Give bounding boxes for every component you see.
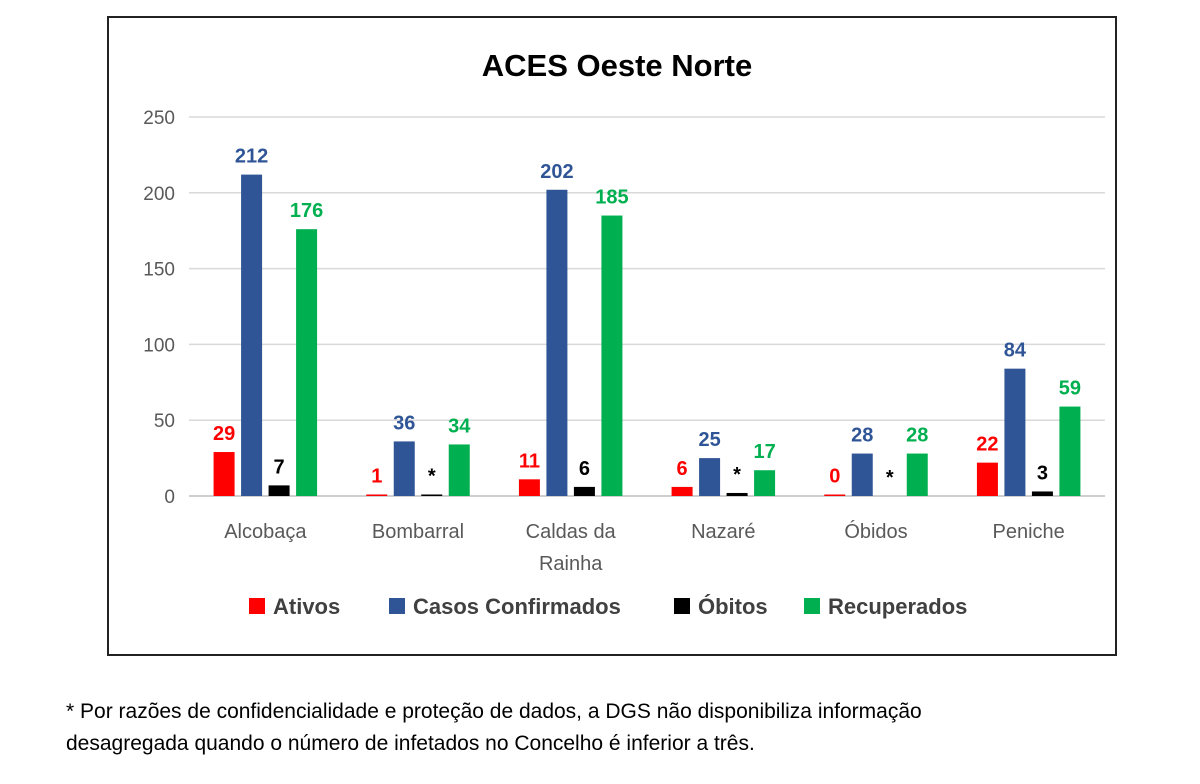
bar <box>518 479 540 496</box>
legend-swatch <box>674 598 690 614</box>
bar <box>241 174 263 496</box>
data-label: * <box>428 465 436 487</box>
legend-label: Óbitos <box>698 594 768 619</box>
bar <box>699 458 721 496</box>
data-label: 176 <box>290 200 323 222</box>
bar <box>546 189 568 496</box>
data-label: 1 <box>371 465 382 487</box>
bar <box>421 494 443 496</box>
data-label: 84 <box>1004 340 1027 362</box>
data-label: 22 <box>976 434 998 456</box>
legend-label: Casos Confirmados <box>413 594 621 619</box>
data-label: 59 <box>1059 378 1081 400</box>
x-tick-label: Nazaré <box>691 521 755 543</box>
x-tick-label: Caldas da <box>526 521 617 543</box>
data-label: 212 <box>235 146 268 168</box>
data-label: 0 <box>829 466 840 488</box>
bar <box>1031 491 1053 496</box>
bar <box>671 486 693 496</box>
data-label: 29 <box>213 423 235 445</box>
bar <box>851 453 873 496</box>
data-label: 28 <box>851 425 873 447</box>
x-tick-label: Bombarral <box>372 521 464 543</box>
bar <box>726 492 748 496</box>
y-tick-label: 200 <box>143 184 175 205</box>
footnote: * Por razões de confidencialidade e prot… <box>66 696 1166 760</box>
bar <box>976 462 998 496</box>
x-tick-label: Rainha <box>539 553 603 575</box>
data-label: 202 <box>540 161 573 183</box>
y-tick-label: 0 <box>164 487 175 508</box>
legend-swatch <box>389 598 405 614</box>
data-label: 34 <box>448 415 471 437</box>
bar <box>1059 406 1081 496</box>
legend-swatch <box>249 598 265 614</box>
bar-chart: ACES Oeste Norte 05010015020025029212717… <box>143 48 1105 619</box>
bar <box>213 452 235 496</box>
legend-label: Ativos <box>273 594 340 619</box>
footnote-line-2: desagregada quando o número de infetados… <box>66 732 755 755</box>
y-tick-label: 100 <box>143 335 175 356</box>
bar <box>601 215 623 497</box>
data-label: 28 <box>906 425 928 447</box>
data-label: 185 <box>595 187 628 209</box>
data-label: 7 <box>274 456 285 478</box>
legend-swatch <box>804 598 820 614</box>
footnote-line-1: * Por razões de confidencialidade e prot… <box>66 700 922 723</box>
chart-frame: ACES Oeste Norte 0 50 100 150 200 250 29 212 7 17… <box>107 16 1117 656</box>
data-label: 17 <box>753 441 775 463</box>
legend-label: Recuperados <box>828 594 967 619</box>
bar <box>268 485 290 496</box>
bar <box>824 494 846 496</box>
chart-title: ACES Oeste Norte <box>482 48 752 83</box>
data-label: * <box>733 464 741 486</box>
data-label: 36 <box>393 412 415 434</box>
y-tick-label: 50 <box>154 411 175 432</box>
data-label: * <box>886 467 894 489</box>
x-tick-label: Óbidos <box>844 520 907 543</box>
bar <box>1004 368 1026 496</box>
y-tick-label: 250 <box>143 108 175 129</box>
y-tick-label: 150 <box>143 260 175 281</box>
bar <box>906 453 928 496</box>
bar <box>393 441 415 496</box>
x-tick-label: Alcobaça <box>224 521 307 543</box>
x-tick-label: Peniche <box>993 521 1065 543</box>
bar <box>448 444 470 496</box>
data-label: 6 <box>677 458 688 480</box>
bar <box>366 494 388 496</box>
data-label: 11 <box>519 450 540 472</box>
data-label: 6 <box>579 458 590 480</box>
bar <box>754 470 776 496</box>
bar <box>573 486 595 496</box>
data-label: 25 <box>698 429 720 451</box>
bar <box>296 229 318 496</box>
data-label: 3 <box>1037 462 1048 484</box>
